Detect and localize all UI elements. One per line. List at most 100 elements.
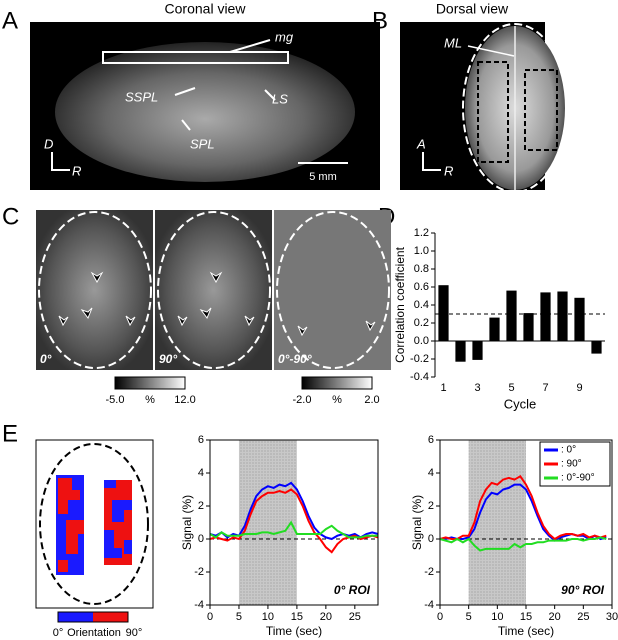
x-tick-label: 15 — [520, 611, 532, 623]
colorbar-label: 0° — [53, 627, 64, 639]
x-tick-label: 5 — [466, 611, 472, 623]
image — [274, 210, 391, 370]
bar — [557, 291, 568, 341]
annotation: ML — [444, 35, 462, 50]
x-tick-label: 3 — [474, 382, 480, 394]
y-tick-label: -0.2 — [410, 353, 429, 365]
x-tick-label: 1 — [440, 382, 446, 394]
image-label: 0°-90° — [278, 352, 312, 366]
arrow — [264, 89, 276, 101]
orientation-axes — [51, 152, 70, 171]
image-label: 90° — [159, 352, 177, 366]
y-tick-label: 0.4 — [414, 299, 429, 311]
y-tick-label: 1.0 — [414, 245, 429, 257]
y-tick-label: 4 — [428, 467, 434, 479]
plot-frame — [209, 439, 379, 606]
axis-letter: R — [444, 163, 453, 178]
arrow — [229, 39, 271, 53]
bar — [455, 341, 466, 362]
annotation: mg — [275, 29, 294, 44]
y-tick-label: -2 — [424, 566, 434, 578]
y-tick-label: 6 — [198, 434, 204, 446]
orientation-map — [56, 475, 132, 575]
image-title: Dorsal view — [436, 1, 509, 17]
legend-label: : 0° — [561, 445, 576, 456]
bar — [438, 285, 449, 341]
x-tick-label: 9 — [576, 382, 582, 394]
image-label: 0° — [40, 352, 52, 366]
image-title: Coronal view — [165, 1, 247, 17]
x-tick-label: 7 — [542, 382, 548, 394]
colorbar-label: 12.0 — [174, 394, 195, 406]
colorbar — [58, 612, 93, 622]
x-tick-label: 15 — [291, 611, 303, 623]
bar — [523, 313, 534, 341]
arrow — [467, 45, 515, 57]
x-tick-label: 20 — [320, 611, 332, 623]
roi-label: 0° ROI — [334, 583, 371, 597]
x-tick-label: 25 — [349, 611, 361, 623]
x-tick-label: 10 — [491, 611, 503, 623]
y-axis-label: Signal (%) — [410, 495, 424, 550]
y-tick-label: 0.8 — [414, 263, 429, 275]
x-tick-label: 5 — [236, 611, 242, 623]
annotation: SPL — [190, 136, 215, 151]
y-tick-label: 1.2 — [414, 227, 429, 239]
slice-images — [36, 210, 391, 370]
x-axis-label: Time (sec) — [266, 624, 322, 638]
bar — [574, 297, 585, 341]
colorbar-label: 2.0 — [364, 394, 379, 406]
colorbar-label: 90° — [126, 627, 143, 639]
brain — [55, 42, 355, 182]
legend-label: : 0°-90° — [561, 473, 595, 484]
axis-letter: D — [44, 136, 53, 151]
colorbar-label: % — [145, 394, 155, 406]
colorbar-label: -5.0 — [106, 394, 125, 406]
bar — [591, 341, 602, 354]
y-axis-label: Correlation coefficient — [393, 246, 407, 363]
y-tick-label: 6 — [428, 434, 434, 446]
arrow — [174, 87, 196, 96]
x-tick-label: 5 — [508, 382, 514, 394]
bar — [540, 292, 551, 341]
panel-label: C — [2, 203, 19, 230]
roi-box — [102, 51, 289, 64]
roi-box — [477, 61, 509, 163]
bar — [506, 290, 517, 341]
x-tick-label: 25 — [577, 611, 589, 623]
roi-ellipse — [157, 211, 271, 369]
image — [36, 210, 153, 370]
axis-letter: A — [416, 136, 426, 151]
roi-ellipse — [276, 211, 390, 369]
y-axis-label: Signal (%) — [180, 495, 194, 550]
y-tick-label: 0 — [428, 533, 434, 545]
colorbar-frame — [57, 611, 129, 623]
axis-letter: R — [72, 163, 81, 178]
colorbar — [301, 376, 373, 390]
panel-label: E — [2, 420, 18, 447]
y-tick-label: -2 — [194, 566, 204, 578]
stimulus-shade — [468, 440, 526, 605]
orientation-axes — [422, 152, 441, 171]
scale-label: 5 mm — [309, 171, 337, 183]
x-axis-label: Cycle — [504, 396, 537, 411]
series-line — [439, 474, 607, 541]
y-tick-label: 0 — [198, 533, 204, 545]
annotation: LS — [272, 91, 288, 106]
colorbar-label: -2.0 — [293, 394, 312, 406]
annotation: SSPL — [125, 89, 158, 104]
y-tick-label: -0.4 — [410, 371, 429, 383]
panel-label: A — [2, 7, 18, 34]
x-tick-label: 30 — [606, 611, 618, 623]
map-patch — [104, 480, 132, 558]
x-tick-label: 10 — [262, 611, 274, 623]
y-tick-label: -4 — [194, 599, 204, 611]
colorbar — [114, 376, 186, 390]
y-tick-label: 2 — [428, 500, 434, 512]
y-tick-label: 0.6 — [414, 281, 429, 293]
x-tick-label: 0 — [207, 611, 213, 623]
arrow — [181, 119, 191, 131]
y-tick-label: 2 — [198, 500, 204, 512]
x-tick-label: 0 — [437, 611, 443, 623]
